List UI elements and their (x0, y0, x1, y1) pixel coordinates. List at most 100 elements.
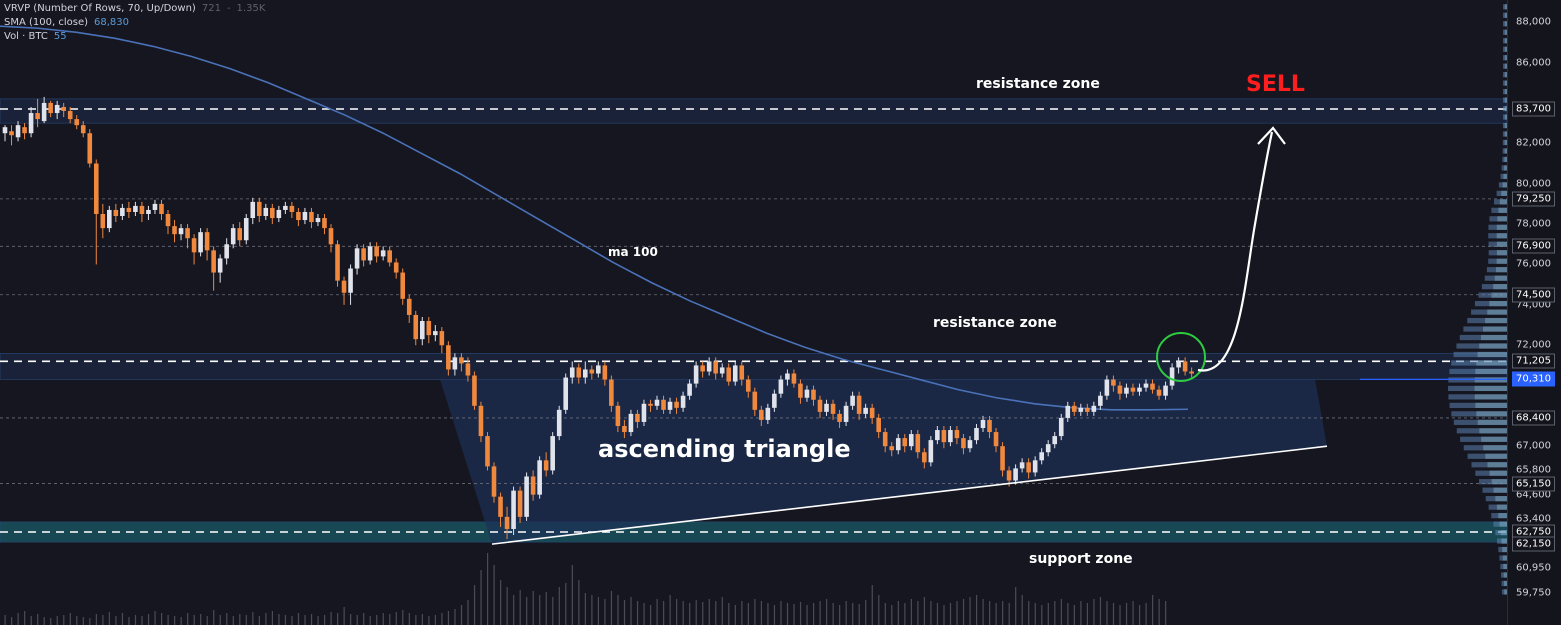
volume-bar (565, 583, 567, 625)
volume-bar (95, 614, 97, 625)
candle-body (706, 361, 712, 372)
candle-body (635, 413, 640, 422)
volume-profile-bar (1499, 199, 1507, 205)
candle-body (732, 365, 738, 382)
candle-body (120, 207, 125, 217)
candle-body (139, 205, 145, 214)
volume-profile-bar (1476, 360, 1507, 366)
volume-bar (610, 591, 613, 625)
annotation-support: support zone (1029, 551, 1133, 567)
volume-profile-bar (1491, 513, 1507, 519)
candle-body (367, 246, 373, 261)
volume-bar (708, 599, 710, 625)
volume-bar (76, 616, 78, 625)
volume-bar (1054, 601, 1056, 625)
volume-bar (532, 591, 534, 625)
candle-body (1013, 468, 1018, 481)
volume-profile-bar (1504, 4, 1507, 10)
legend-sma[interactable]: SMA (100, close) 68,830 (4, 17, 129, 28)
candle-body (270, 207, 275, 219)
candle-body (954, 430, 960, 439)
candle-body (237, 228, 243, 241)
level-price-label: 74,500 (1512, 287, 1555, 303)
zone-resistance-1 (0, 353, 1507, 380)
volume-bar (591, 595, 593, 625)
volume-profile-bar (1496, 224, 1507, 230)
volume-bar (1015, 587, 1017, 625)
volume-bar (343, 607, 345, 625)
volume-bar (1073, 605, 1075, 625)
candle-body (778, 379, 784, 394)
volume-profile-bar (1503, 572, 1507, 578)
candle-body (1091, 405, 1097, 412)
candle-body (178, 228, 184, 235)
candle-body (48, 102, 53, 114)
volume-profile-bar (1501, 580, 1507, 587)
axis-tick-label: 59,750 (1516, 587, 1551, 599)
volume-bar (1021, 595, 1023, 625)
volume-profile-bar (1500, 173, 1507, 180)
candle-body (569, 367, 575, 378)
volume-bar (1002, 601, 1004, 625)
volume-bar (382, 613, 384, 625)
volume-bar (304, 615, 306, 625)
candle-body (198, 232, 203, 253)
candle-body (335, 244, 340, 281)
axis-tick-label: 82,000 (1516, 137, 1551, 149)
legend-vrvp[interactable]: VRVP (Number Of Rows, 70, Up/Down) 721-1.… (4, 3, 266, 14)
volume-bar (721, 597, 723, 625)
volume-bar (82, 617, 84, 625)
volume-bar (623, 600, 626, 625)
volume-bar (539, 595, 541, 625)
volume-profile-bar (1491, 292, 1507, 298)
volume-bar (1080, 601, 1082, 625)
axis-tick-label: 72,000 (1516, 339, 1551, 351)
legend-volume[interactable]: Vol · BTC 55 (4, 31, 67, 42)
volume-bar (904, 603, 906, 625)
volume-profile-bar (1489, 470, 1507, 476)
volume-bar (323, 615, 326, 625)
candle-body (719, 367, 725, 374)
volume-bar (780, 601, 782, 625)
volume-bar (350, 614, 352, 625)
candle-body (772, 393, 777, 408)
candle-body (315, 218, 321, 223)
volume-profile-bar (1479, 428, 1507, 434)
volume-profile-bar (1502, 148, 1507, 154)
candle-body (759, 409, 764, 420)
price-axis[interactable]: 88,000 86,000 82,000 80,000 78,000 76,000 74,0… (1507, 0, 1561, 625)
volume-profile-bar (1460, 436, 1507, 442)
candle-body (276, 209, 282, 219)
annotation-ascending-triangle: ascending triangle (598, 435, 851, 463)
candle-body (283, 205, 288, 210)
candle-body (1111, 379, 1116, 386)
volume-bar (747, 603, 749, 625)
candle-body (2, 127, 8, 134)
candle-body (1098, 395, 1103, 406)
volume-bar (1112, 603, 1115, 625)
volume-profile-bar (1451, 360, 1507, 366)
volume-profile-bar (1504, 29, 1507, 35)
volume-bar (11, 617, 13, 625)
candle-body (967, 440, 973, 449)
volume-profile-bar (1448, 385, 1507, 392)
volume-profile-bar (1463, 326, 1507, 332)
candle-body (843, 405, 849, 422)
volume-profile-bar (1474, 301, 1507, 307)
volume-bar (630, 597, 632, 625)
candle-body (1065, 405, 1071, 418)
volume-bar (1067, 603, 1069, 625)
candle-body (895, 438, 901, 451)
candle-body (478, 405, 484, 437)
price-chart[interactable] (0, 0, 1507, 625)
volume-bar (969, 597, 971, 625)
volume-bar (1099, 597, 1102, 625)
axis-tick-label: 88,000 (1516, 16, 1551, 28)
volume-bar (108, 612, 111, 625)
volume-bar (760, 601, 763, 625)
volume-bar (1125, 603, 1128, 625)
volume-bar (37, 614, 39, 625)
candle-body (993, 432, 999, 447)
candle-body (348, 268, 353, 293)
volume-bar (441, 613, 443, 625)
